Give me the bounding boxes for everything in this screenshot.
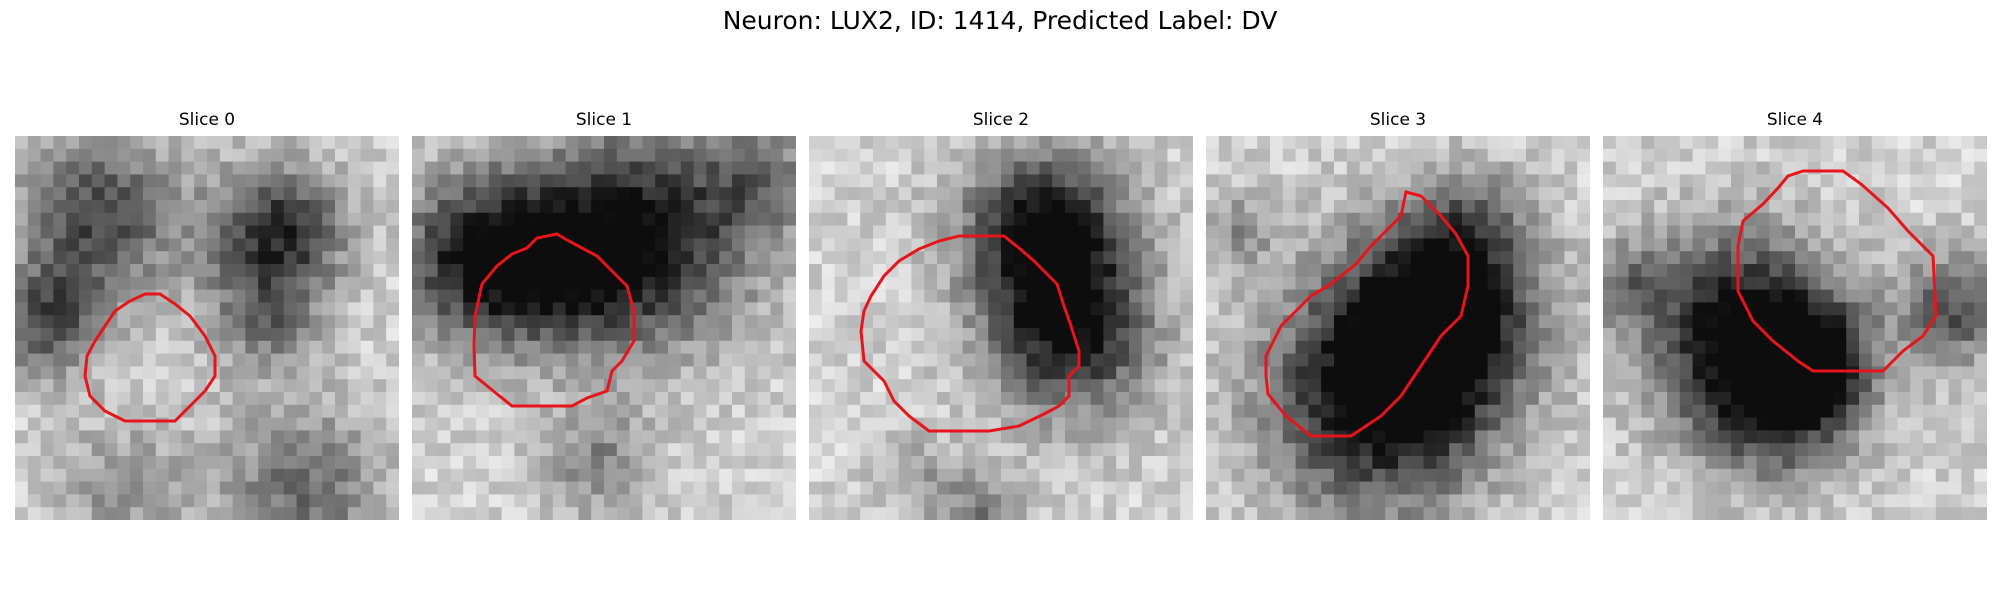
grayscale-microscopy-slice	[1206, 136, 1590, 520]
grayscale-microscopy-slice	[809, 136, 1193, 520]
slice-image	[1603, 136, 1987, 520]
slice-image	[1206, 136, 1590, 520]
roi-outline	[83, 292, 217, 423]
slice-image	[15, 136, 399, 520]
grayscale-microscopy-slice	[1603, 136, 1987, 520]
roi-outline	[1264, 190, 1470, 438]
grayscale-microscopy-slice	[15, 136, 399, 520]
slice-panel-1: Slice 1	[412, 110, 796, 520]
roi-outline	[1736, 169, 1938, 373]
slice-title: Slice 4	[1766, 110, 1824, 130]
figure-title: Neuron: LUX2, ID: 1414, Predicted Label:…	[722, 6, 1278, 35]
roi-outline	[859, 234, 1081, 433]
slice-title: Slice 0	[178, 110, 236, 130]
slice-image	[809, 136, 1193, 520]
roi-outline	[472, 232, 636, 408]
slice-title: Slice 1	[575, 110, 633, 130]
slice-panel-0: Slice 0	[15, 110, 399, 520]
slice-title: Slice 2	[972, 110, 1030, 130]
slice-panel-4: Slice 4	[1603, 110, 1987, 520]
slice-panel-3: Slice 3	[1206, 110, 1590, 520]
slice-panel-2: Slice 2	[809, 110, 1193, 520]
grayscale-microscopy-slice	[412, 136, 796, 520]
slice-title: Slice 3	[1369, 110, 1427, 130]
slice-image	[412, 136, 796, 520]
